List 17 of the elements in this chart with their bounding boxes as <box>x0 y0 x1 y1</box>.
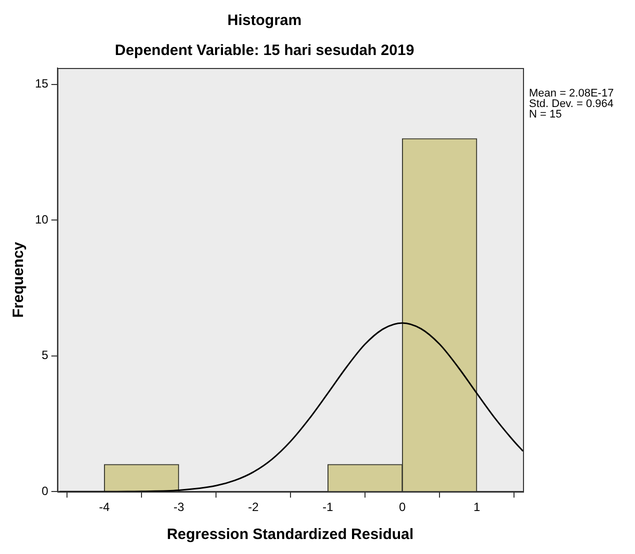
chart-title: Histogram <box>227 12 302 30</box>
x-tick-label: -1 <box>322 500 334 514</box>
text: N = 15 <box>529 108 562 121</box>
y-tick-label: 0 <box>42 484 49 498</box>
y-tick-label: 15 <box>34 76 49 91</box>
x-tick-label: 0 <box>398 500 406 514</box>
y-tick-label: 10 <box>34 212 49 226</box>
y-tick-label: 5 <box>42 348 49 362</box>
text: Mean = 2.08E-17 <box>529 88 614 100</box>
text: Std. Dev. = 0.964 <box>529 98 614 110</box>
chart-subtitle: Dependent Variable: 15 hari sesudah 2019 <box>114 42 414 60</box>
x-tick-label: -3 <box>173 500 184 514</box>
y-axis-title: Frequency <box>10 241 28 318</box>
x-tick-label: -4 <box>98 500 110 514</box>
x-tick-label: -2 <box>248 500 259 514</box>
x-tick-label: 1 <box>473 500 480 514</box>
x-axis-title: Regression Standardized Residual <box>166 526 414 544</box>
